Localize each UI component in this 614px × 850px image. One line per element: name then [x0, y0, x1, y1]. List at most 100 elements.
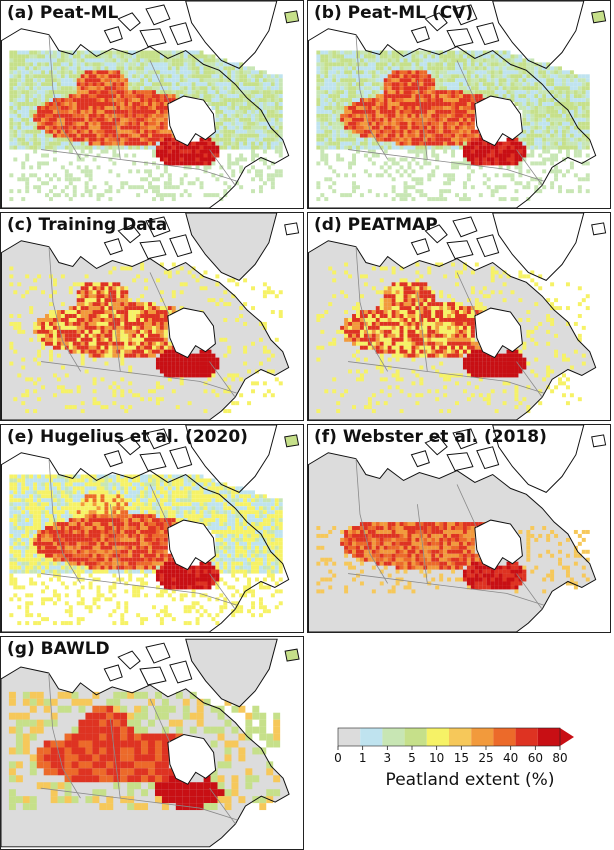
peat-cell: [96, 197, 101, 202]
peat-cell: [514, 157, 519, 162]
peat-cell: [116, 82, 121, 87]
peat-cell: [68, 105, 73, 110]
peat-cell: [96, 90, 101, 95]
peat-cell: [92, 329, 97, 334]
peat-cell: [447, 78, 452, 83]
peat-cell: [52, 109, 57, 114]
peat-cell: [108, 345, 113, 350]
peat-cell: [344, 317, 349, 322]
peat-cell: [340, 137, 345, 142]
peat-cell: [466, 117, 471, 122]
peat-cell: [399, 109, 404, 114]
peat-cell: [136, 345, 141, 350]
peat-cell: [391, 157, 396, 162]
peat-cell: [187, 165, 192, 170]
peat-cell: [411, 321, 416, 326]
peat-cell: [462, 262, 467, 267]
peat-cell: [581, 82, 586, 87]
peat-cell: [344, 58, 349, 63]
peat-cell: [64, 137, 69, 142]
peat-cell: [144, 105, 149, 110]
peat-cell: [270, 145, 275, 150]
peat-cell: [9, 189, 14, 194]
peat-cell: [148, 389, 152, 394]
peat-cell: [215, 361, 220, 366]
peat-cell: [494, 94, 499, 99]
peat-cell: [29, 102, 34, 106]
peat-cell: [375, 58, 380, 63]
peat-cell: [538, 117, 543, 122]
peat-cell: [427, 310, 432, 315]
peat-cell: [466, 74, 471, 79]
peat-cell: [522, 78, 527, 83]
peat-cell: [33, 125, 38, 130]
peat-cell: [207, 165, 212, 170]
peat-cell: [239, 82, 244, 87]
peat-cell: [171, 50, 176, 55]
peat-cell: [112, 78, 117, 83]
peat-cell: [207, 373, 212, 378]
peat-cell: [140, 70, 145, 75]
peat-cell: [100, 54, 105, 59]
peat-cell: [379, 310, 384, 315]
peat-cell: [482, 50, 487, 55]
peat-cell: [132, 341, 137, 346]
peat-cell: [80, 349, 85, 354]
peat-cell: [247, 94, 252, 99]
peat-cell: [112, 298, 117, 303]
peat-cell: [455, 145, 459, 150]
peat-cell: [84, 105, 89, 110]
peat-cell: [262, 109, 267, 114]
peat-cell: [332, 102, 337, 106]
peat-cell: [144, 325, 149, 330]
peat-cell: [383, 149, 388, 154]
peat-cell: [116, 385, 121, 390]
peat-cell: [320, 102, 325, 106]
peat-cell: [427, 306, 432, 311]
peat-cell: [367, 82, 372, 87]
peat-cell: [462, 314, 467, 318]
peat-cell: [48, 50, 53, 55]
peat-cell: [243, 137, 248, 142]
peat-cell: [13, 141, 18, 146]
peat-cell: [348, 74, 353, 79]
peat-cell: [431, 94, 436, 99]
peat-cell: [179, 357, 184, 362]
peat-cell: [474, 70, 479, 75]
peat-cell: [255, 78, 259, 83]
peat-cell: [530, 78, 535, 83]
peat-cell: [235, 94, 240, 99]
peat-cell: [344, 133, 349, 138]
peat-cell: [17, 90, 22, 95]
admin-border: [110, 292, 121, 372]
peat-cell: [227, 153, 232, 158]
peat-cell: [490, 145, 495, 150]
peat-cell: [419, 306, 424, 311]
peat-cell: [569, 165, 574, 170]
peat-cell: [243, 321, 248, 326]
peat-cell: [407, 50, 412, 55]
peat-cell: [152, 333, 156, 338]
peat-cell: [585, 98, 590, 103]
peat-cell: [223, 302, 228, 307]
peat-cell: [565, 109, 570, 114]
peat-cell: [251, 129, 256, 134]
peat-cell: [466, 161, 471, 166]
peat-cell: [116, 290, 121, 295]
peat-cell: [144, 58, 149, 63]
peat-cell: [60, 74, 65, 79]
peat-cell: [187, 193, 192, 198]
peat-cell: [478, 290, 483, 295]
peat-cell: [266, 102, 271, 106]
peat-cell: [45, 109, 49, 114]
peat-cell: [270, 90, 275, 95]
peat-cell: [407, 290, 412, 295]
peat-cell: [478, 66, 483, 71]
peat-cell: [37, 321, 42, 326]
peat-cell: [407, 161, 412, 166]
peat-cell: [37, 90, 42, 95]
peat-cell: [371, 70, 376, 75]
peat-cell: [340, 74, 345, 79]
peat-cell: [163, 169, 168, 174]
peat-cell: [399, 321, 404, 326]
